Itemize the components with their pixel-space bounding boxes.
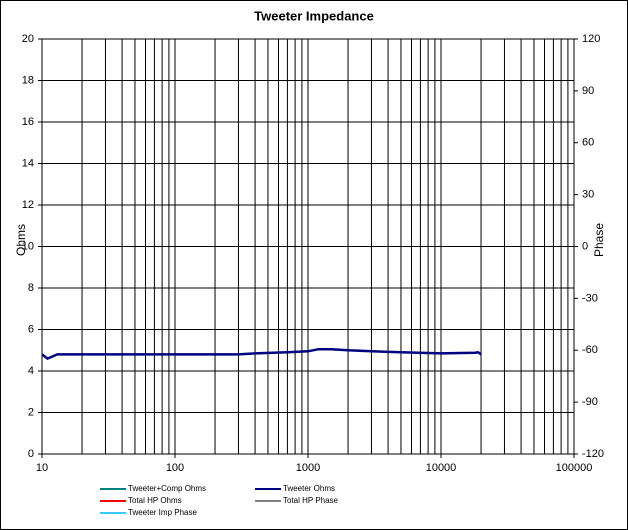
y-tick-label: 18 [22, 74, 34, 86]
y-tick-label: 12 [22, 199, 34, 211]
y-tick-label: 8 [28, 282, 34, 294]
y-tick-label: 10 [22, 240, 34, 252]
y2-tick-label: -60 [582, 344, 598, 356]
y-tick-label: 14 [22, 157, 34, 169]
y2-tick-label: 60 [582, 137, 594, 149]
legend-label: Tweeter Imp Phase [128, 508, 197, 517]
x-tick-label: 1000 [296, 462, 320, 474]
x-tick-label: 10 [36, 462, 48, 474]
y2-tick-label: -30 [582, 292, 598, 304]
y2-tick-label: -120 [582, 448, 604, 460]
chart-title: Tweeter Impedance [254, 8, 374, 23]
series-line [41, 347, 482, 361]
y-tick-label: 4 [28, 365, 34, 377]
y-axis-label: Ohms [14, 224, 28, 256]
x-tick-label: 10000 [426, 462, 457, 474]
x-tick-label: 100 [166, 462, 184, 474]
legend-label: Tweeter+Comp Ohms [128, 484, 206, 493]
legend-label: Total HP Phase [283, 496, 339, 505]
plot-border [41, 38, 575, 455]
legend: Tweeter+Comp Ohms Tweeter Ohms Total HP Oh… [100, 484, 339, 517]
y-tick-label: 0 [28, 448, 34, 460]
legend-label: Total HP Ohms [128, 496, 182, 505]
y2-tick-label: 30 [582, 189, 594, 201]
y-tick-label: 20 [22, 33, 34, 45]
y-tick-label: 2 [28, 406, 34, 418]
y2-tick-label: -90 [582, 396, 598, 408]
y-tick-label: 16 [22, 116, 34, 128]
y2-tick-label: 0 [582, 240, 588, 252]
x-tick-label: 100000 [556, 462, 593, 474]
legend-label: Tweeter Ohms [283, 484, 335, 493]
y2-tick-label: 90 [582, 85, 594, 97]
y-tick-label: 6 [28, 323, 34, 335]
y2-axis-label: Phase [592, 223, 606, 257]
y2-tick-label: 120 [582, 33, 600, 45]
